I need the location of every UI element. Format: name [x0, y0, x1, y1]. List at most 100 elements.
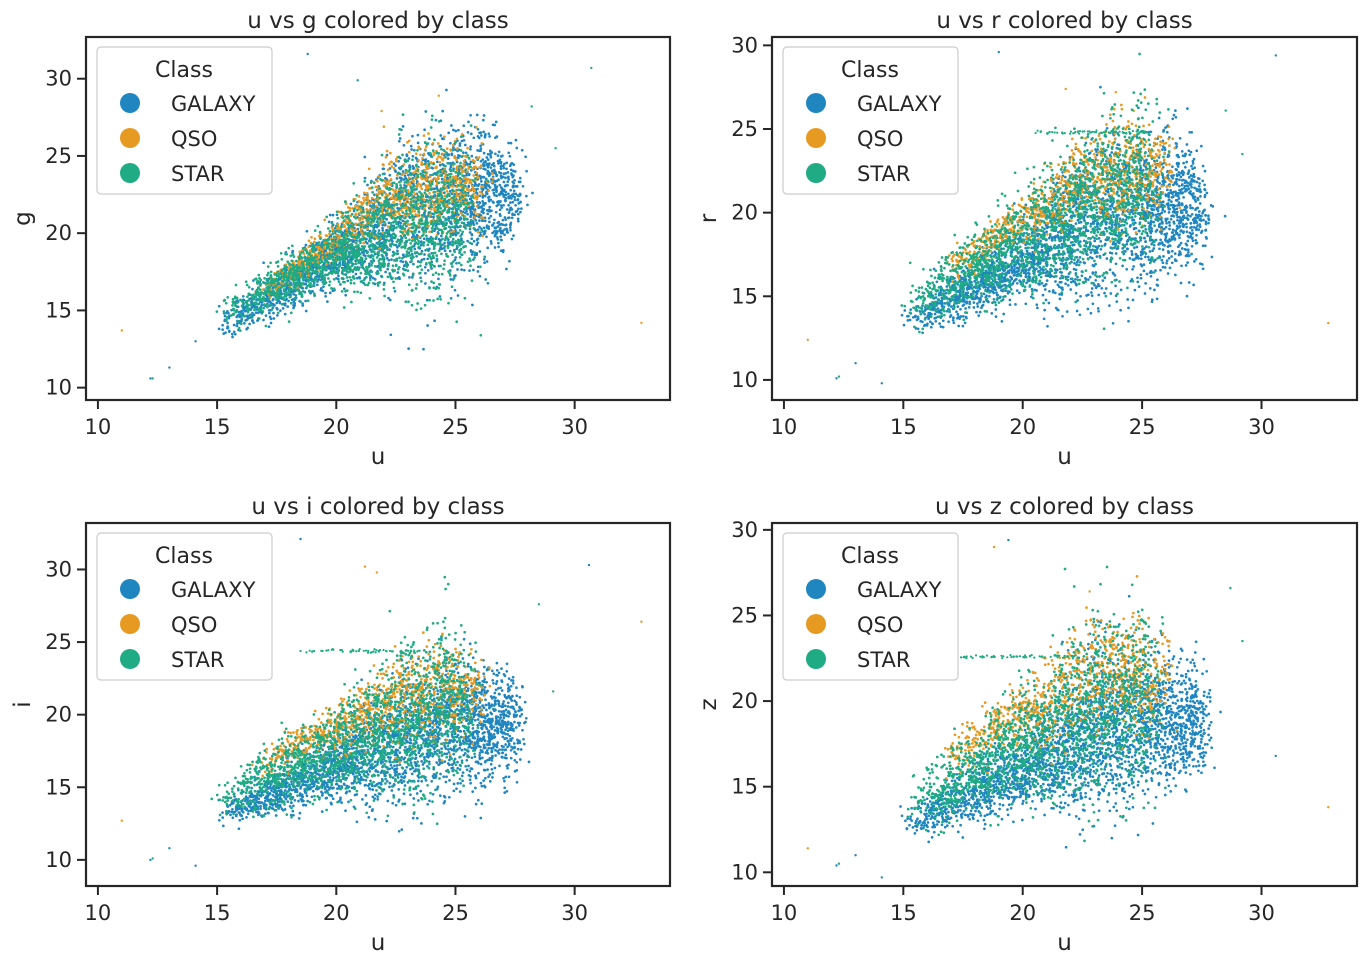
data-point	[306, 284, 309, 288]
data-point	[371, 231, 374, 235]
data-point	[289, 254, 293, 258]
data-point	[429, 126, 433, 129]
data-point	[240, 309, 244, 313]
data-point	[327, 220, 331, 224]
data-point	[458, 164, 462, 168]
data-point	[420, 172, 423, 176]
data-point	[310, 236, 313, 239]
data-point	[291, 275, 295, 278]
data-point	[352, 245, 356, 249]
data-point	[382, 163, 385, 167]
data-point	[439, 134, 443, 137]
data-point	[473, 160, 477, 163]
data-point	[418, 260, 422, 264]
data-point	[499, 174, 503, 178]
data-point	[412, 221, 416, 225]
data-point	[426, 199, 429, 203]
data-point	[411, 134, 414, 138]
data-point	[455, 320, 459, 324]
data-point	[225, 315, 229, 319]
data-point	[458, 218, 462, 222]
data-point	[461, 188, 465, 192]
data-point	[292, 292, 296, 296]
data-point	[329, 265, 333, 268]
data-point	[371, 243, 374, 246]
data-point	[366, 210, 369, 214]
data-point	[272, 297, 275, 301]
data-point	[372, 219, 376, 223]
data-point	[443, 223, 446, 226]
data-point	[358, 276, 362, 280]
data-point	[508, 201, 512, 204]
data-point	[492, 201, 495, 204]
data-point	[322, 285, 325, 288]
data-point	[471, 250, 475, 254]
data-point	[386, 225, 390, 229]
data-point	[396, 276, 400, 280]
data-point	[416, 199, 420, 202]
data-point	[417, 235, 421, 239]
data-point	[423, 128, 426, 132]
data-point	[506, 183, 509, 187]
data-point	[482, 203, 486, 207]
data-point	[428, 175, 432, 179]
data-point	[373, 217, 377, 220]
data-point	[405, 212, 408, 215]
data-point	[324, 291, 327, 295]
data-point	[252, 321, 255, 325]
data-point	[281, 296, 285, 299]
data-point	[417, 221, 421, 225]
data-point	[447, 210, 450, 214]
data-point	[351, 228, 355, 231]
data-point	[301, 302, 304, 305]
data-point	[443, 169, 447, 173]
data-point	[509, 221, 513, 225]
data-point	[514, 210, 518, 214]
data-point	[394, 196, 397, 199]
data-point	[422, 182, 426, 185]
data-point	[476, 270, 480, 273]
data-point	[376, 185, 379, 189]
data-point	[490, 180, 494, 184]
data-point	[419, 198, 423, 202]
data-point	[291, 251, 294, 254]
data-point	[411, 214, 414, 217]
data-point	[443, 200, 447, 203]
data-point	[439, 187, 443, 191]
data-point	[431, 224, 435, 228]
data-point	[318, 272, 322, 276]
data-point	[378, 196, 382, 200]
data-point	[419, 243, 423, 247]
data-point	[376, 242, 380, 246]
data-point	[400, 239, 404, 243]
data-point	[473, 210, 477, 214]
data-point	[442, 204, 445, 208]
data-point	[470, 210, 474, 214]
data-point	[383, 294, 386, 298]
data-point	[456, 207, 460, 211]
data-point	[468, 257, 471, 261]
data-point	[381, 172, 385, 176]
data-point	[309, 268, 313, 271]
data-point	[412, 173, 416, 177]
data-point	[459, 179, 463, 183]
data-point	[291, 263, 295, 267]
data-point	[331, 258, 335, 262]
data-point	[234, 310, 238, 314]
data-point	[364, 254, 367, 258]
data-point	[433, 265, 436, 268]
data-point	[481, 209, 485, 213]
data-point	[380, 250, 384, 253]
data-point	[422, 198, 426, 201]
data-point	[354, 267, 358, 271]
data-point	[428, 214, 432, 217]
data-point	[383, 179, 387, 183]
data-point	[410, 276, 414, 279]
data-point	[436, 142, 440, 145]
data-point	[427, 162, 431, 166]
data-point	[497, 241, 500, 245]
data-point	[352, 281, 356, 285]
data-point	[384, 270, 387, 274]
data-point	[327, 277, 330, 280]
